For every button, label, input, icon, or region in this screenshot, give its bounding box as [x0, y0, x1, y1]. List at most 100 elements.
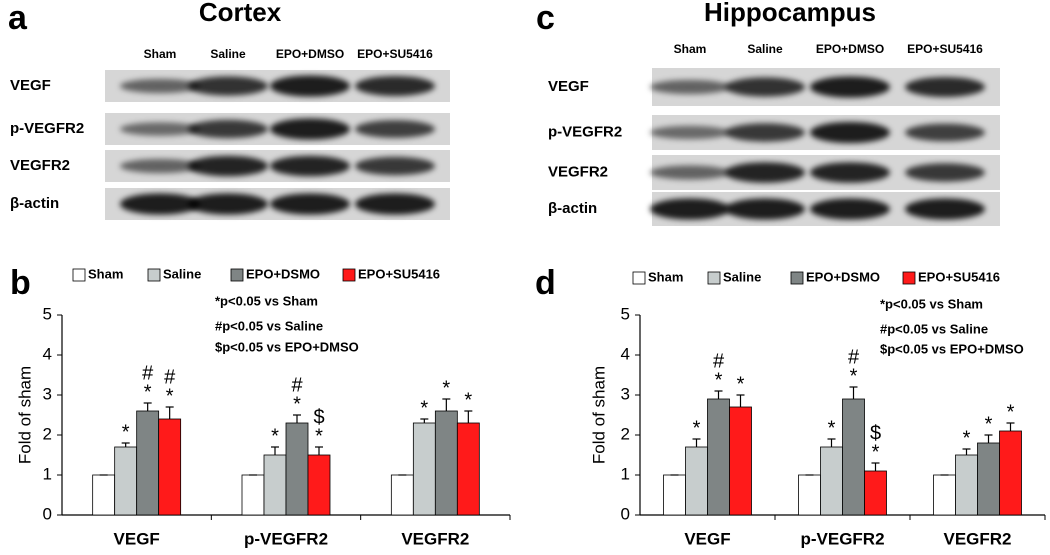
bar [456, 422, 480, 516]
bar [390, 474, 414, 516]
bar [412, 422, 436, 516]
y-tick-label: 3 [621, 384, 630, 403]
blot-band [905, 163, 985, 182]
significance-marker: * [464, 389, 472, 411]
blot-band [725, 77, 805, 97]
bar [842, 398, 865, 516]
legend-swatch [790, 271, 804, 285]
blot-band [725, 123, 805, 142]
blot-band [355, 76, 435, 96]
significance-marker: * [420, 397, 428, 419]
band-label: p-VEGFR2 [548, 123, 622, 140]
significance-marker: * [963, 427, 971, 449]
bar [864, 470, 887, 516]
band-label: β-actin [548, 200, 597, 217]
bar [263, 454, 287, 516]
blot-band [650, 79, 730, 95]
significance-marker: # [848, 346, 860, 368]
annotation: $p<0.05 vs EPO+DMSO [215, 339, 359, 354]
bar [933, 474, 956, 516]
legend-label: Sham [88, 266, 123, 281]
bar [92, 474, 116, 516]
significance-marker: * [715, 369, 723, 391]
bar [663, 474, 686, 516]
significance-marker: $ [313, 406, 324, 428]
panel-letter: a [8, 0, 28, 37]
blot-band [905, 198, 985, 220]
band-label: p-VEGFR2 [10, 120, 84, 137]
blot-band [650, 165, 730, 180]
blot-band [810, 76, 890, 98]
y-tick-label: 3 [43, 384, 52, 403]
blot-band [270, 118, 350, 140]
legend-label: EPO+DSMO [806, 269, 880, 284]
bar [241, 474, 265, 516]
panel-letter: b [10, 264, 31, 302]
band-label: VEGFR2 [10, 157, 70, 174]
significance-marker: # [164, 366, 176, 388]
bar [158, 418, 182, 516]
significance-marker: # [291, 374, 303, 396]
blot-band [188, 119, 268, 139]
y-tick-label: 1 [43, 464, 52, 483]
blot-band [355, 193, 435, 215]
significance-marker: * [872, 441, 880, 463]
y-tick-label: 5 [621, 304, 630, 323]
annotation: $p<0.05 vs EPO+DMSO [880, 341, 1024, 356]
band-label: VEGFR2 [548, 163, 608, 180]
y-tick-label: 2 [43, 424, 52, 443]
blot-band [120, 78, 200, 94]
legend-label: Saline [723, 269, 761, 284]
blot-band [270, 75, 350, 97]
x-tick-label: VEGFR2 [401, 529, 469, 548]
bar [307, 454, 331, 516]
blot-band [355, 156, 435, 176]
blot-band [270, 155, 350, 177]
y-axis-label: Fold of sham [589, 366, 608, 464]
blot-band [188, 155, 268, 177]
lane-label: Saline [210, 47, 246, 61]
panel-title: Cortex [199, 0, 282, 27]
blot-band [725, 162, 805, 183]
bar [707, 398, 730, 516]
blot-band [270, 193, 350, 215]
legend-label: EPO+DSMO [246, 266, 320, 281]
bar [685, 446, 708, 516]
x-tick-label: p-VEGFR2 [800, 529, 884, 548]
legend-swatch [230, 268, 244, 282]
legend-swatch [72, 268, 86, 282]
significance-marker: * [271, 425, 279, 447]
blot-band [725, 198, 805, 220]
significance-marker: * [442, 377, 450, 399]
legend-label: EPO+SU5416 [358, 266, 440, 281]
panel-letter: c [536, 0, 555, 37]
y-tick-label: 5 [43, 304, 52, 323]
bar [136, 410, 160, 516]
bar [434, 410, 458, 516]
significance-marker: * [166, 385, 174, 407]
annotation: #p<0.05 vs Saline [880, 321, 988, 336]
bar [729, 406, 752, 516]
bar [114, 446, 138, 516]
legend-swatch [342, 268, 356, 282]
y-tick-label: 2 [621, 424, 630, 443]
annotation: *p<0.05 vs Sham [880, 296, 983, 311]
bar [999, 430, 1022, 516]
y-tick-label: 0 [43, 504, 52, 523]
bar [798, 474, 821, 516]
y-tick-label: 4 [43, 344, 52, 363]
annotation: *p<0.05 vs Sham [215, 293, 318, 308]
blot-band [188, 193, 268, 215]
significance-marker: # [142, 362, 154, 384]
y-tick-label: 0 [621, 504, 630, 523]
blot-band [120, 122, 200, 136]
significance-marker: $ [870, 422, 881, 444]
blot-band [650, 198, 730, 220]
legend-label: Saline [163, 266, 201, 281]
x-tick-label: VEGFR2 [943, 529, 1011, 548]
blot-band [120, 158, 200, 174]
lane-label: Saline [747, 42, 783, 56]
legend-swatch [632, 271, 646, 285]
band-label: VEGF [10, 77, 51, 94]
